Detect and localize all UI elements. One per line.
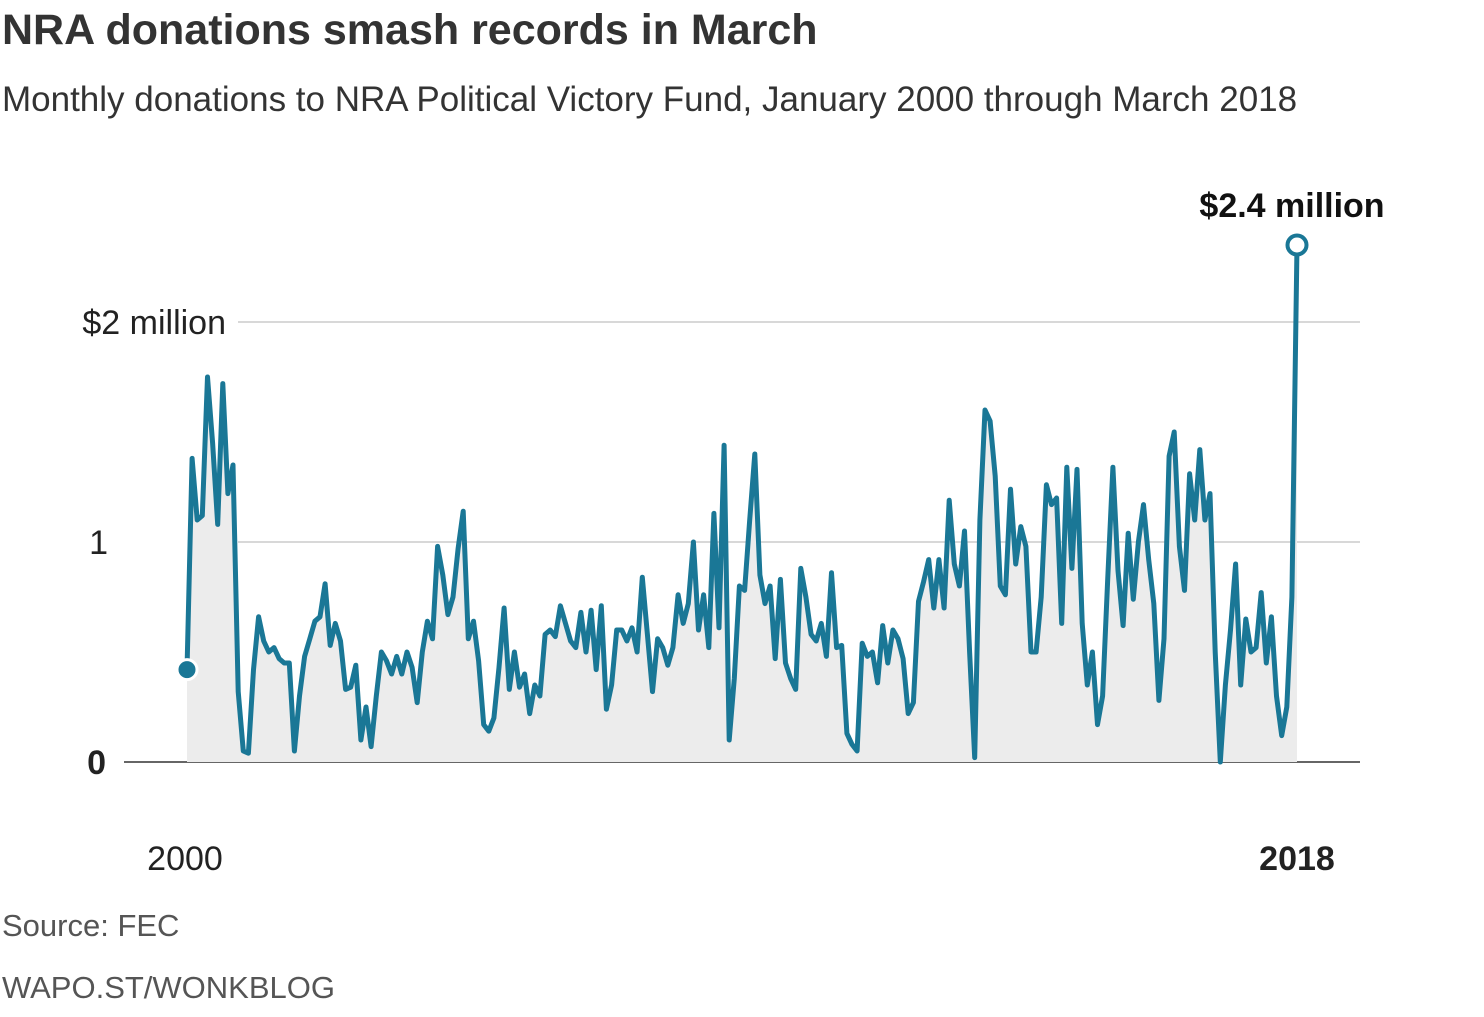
y-tick-label: 1 (89, 524, 108, 562)
series-line (184, 242, 1300, 765)
y-tick-label: $2 million (82, 304, 226, 342)
credit-note: WAPO.ST/WONKBLOG (2, 970, 335, 1005)
chart-title: NRA donations smash records in March (2, 6, 818, 54)
line-chart: 0 1 $2 million 2000 2018 $2.4 million (82, 187, 1384, 878)
x-tick-label: 2000 (147, 840, 223, 878)
start-point-marker (175, 658, 199, 682)
end-point-marker (1285, 233, 1309, 257)
y-tick-label: 0 (87, 744, 106, 782)
annotation-label: $2.4 million (1199, 187, 1384, 225)
chart-subtitle: Monthly donations to NRA Political Victo… (2, 80, 1298, 119)
area-fill (187, 245, 1297, 762)
source-note: Source: FEC (2, 908, 180, 943)
axis-ticks: 0 1 $2 million 2000 2018 (82, 304, 1334, 878)
x-tick-label: 2018 (1259, 840, 1335, 878)
